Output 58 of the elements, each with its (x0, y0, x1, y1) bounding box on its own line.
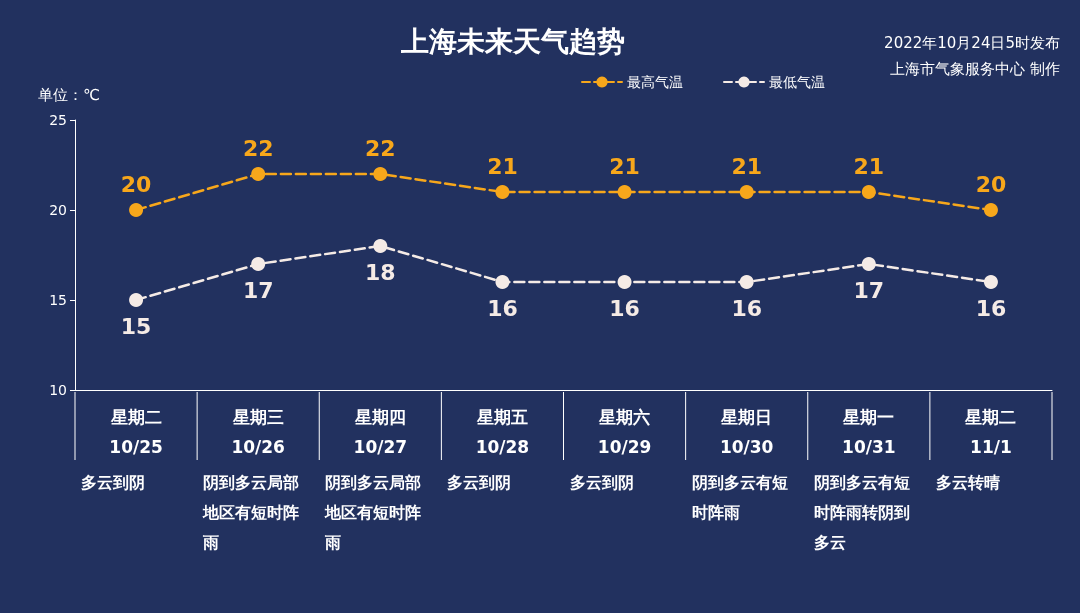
text: 上海市气象服务中心 制作 (890, 59, 1061, 78)
x-tick-label: 星期二 10/25 (109, 407, 163, 457)
data-label: 22 (242, 135, 274, 161)
text: 多云到阴 (569, 472, 634, 492)
x-tick-label: 星期六 10/29 (597, 407, 652, 457)
point (739, 275, 754, 289)
point (617, 275, 632, 289)
chart-title: 上海未来天气趋势 (400, 24, 625, 58)
y-tick-label: 10 (49, 382, 67, 398)
data-label: 21 (609, 153, 640, 179)
data-label: 22 (365, 135, 396, 161)
y-tick-label: 15 (49, 292, 67, 308)
data-label: 20 (975, 171, 1007, 197)
data-label: 16 (975, 295, 1007, 321)
data-label: 17 (853, 277, 885, 303)
point (495, 185, 510, 199)
data-label: 17 (242, 277, 274, 303)
point (251, 257, 266, 271)
x-tick-label: 星期四 10/27 (353, 407, 408, 457)
x-tick-label: 星期二 11/1 (964, 407, 1017, 457)
point (373, 239, 388, 253)
data-label: 21 (487, 153, 518, 179)
text: 多云到阴 (81, 472, 145, 492)
text: 阴到多云有短时阵雨转阴到多云 (813, 472, 910, 552)
text: 多云转晴 (935, 472, 1000, 492)
data-label: 15 (120, 313, 152, 339)
data-label: 18 (365, 259, 396, 285)
point (861, 185, 876, 199)
data-label: 21 (853, 153, 885, 179)
y-axis-title: 单位：℃ (38, 85, 100, 104)
x-tick-label: 星期五 10/28 (475, 407, 530, 457)
data-label: 16 (731, 295, 762, 321)
y-tick-label: 20 (49, 202, 67, 218)
legend-label: 最高气温 (627, 74, 683, 90)
text: 阴到多云有短时阵雨 (691, 472, 788, 522)
text: 阴到多云局部地区有短时阵雨 (202, 472, 300, 552)
point (861, 257, 876, 271)
text: 2022年10月24日5时发布 (884, 33, 1061, 52)
point (983, 203, 998, 217)
x-tick-label: 星期日 10/30 (719, 407, 774, 457)
y-tick-label: 25 (49, 112, 67, 128)
point (129, 293, 144, 307)
text: 多云到阴 (447, 472, 512, 492)
point (373, 167, 388, 181)
point (495, 275, 510, 289)
data-label: 20 (120, 171, 152, 197)
point (739, 185, 754, 199)
x-tick-label: 星期三 10/26 (231, 407, 285, 457)
x-tick-label: 星期一 10/31 (842, 407, 896, 457)
data-label: 16 (609, 295, 640, 321)
point (983, 275, 998, 289)
point (617, 185, 632, 199)
point (129, 203, 144, 217)
point (251, 167, 266, 181)
legend-label: 最低气温 (769, 74, 825, 90)
data-label: 21 (731, 153, 762, 179)
data-label: 16 (487, 295, 518, 321)
text: 阴到多云局部地区有短时阵雨 (324, 472, 422, 552)
